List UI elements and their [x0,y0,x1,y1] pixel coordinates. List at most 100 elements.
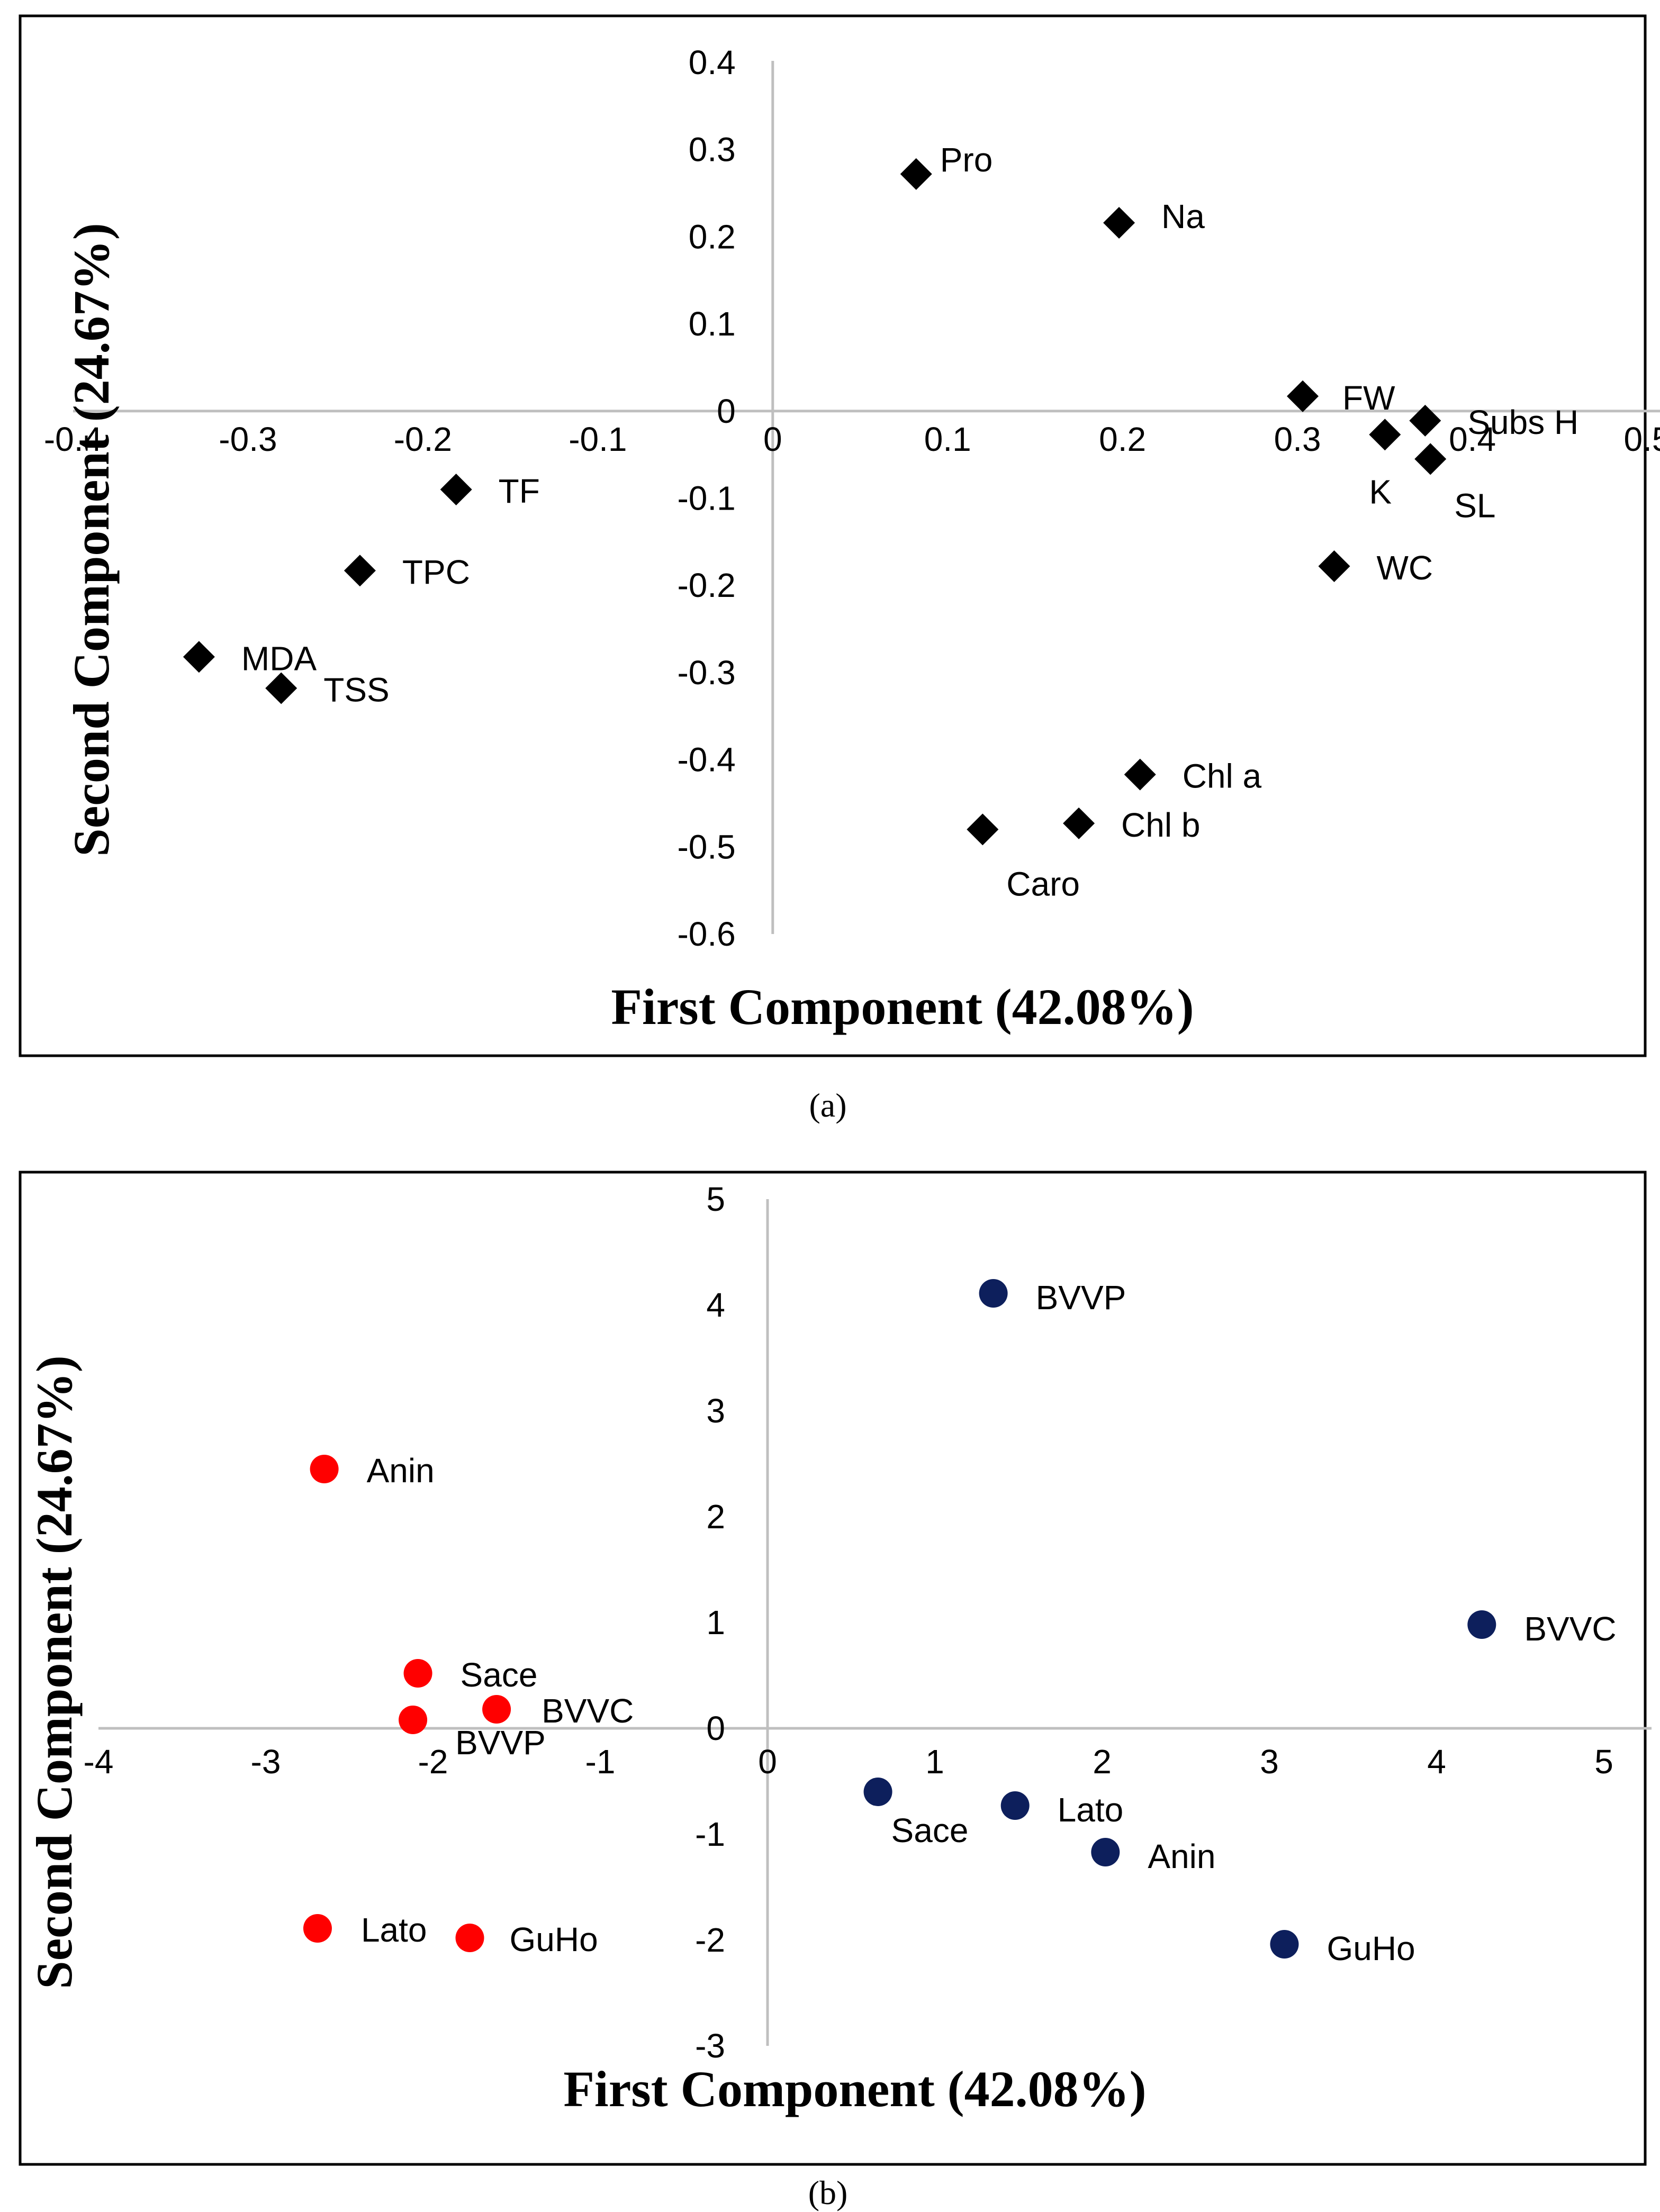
point-label-fw: FW [1342,379,1395,417]
b-x-tick-label: 2 [1093,1743,1112,1781]
a-y-tick-label: -0.5 [677,828,735,866]
b-x-tick-label: 5 [1594,1743,1613,1781]
data-point-subs-h [1409,404,1441,437]
data-point-chl-b [1063,807,1095,839]
data-point-mda [183,641,215,673]
b-x-tick-label: 0 [758,1743,777,1781]
point-label-bvvc: BVVC [542,1692,634,1730]
data-point-guho [455,1924,484,1952]
b-y-tick-label: 2 [706,1498,725,1536]
point-label-wc: WC [1377,549,1433,587]
point-label-na: Na [1161,197,1205,235]
panel-a-axes [73,61,1660,934]
a-y-tick-label: 0.4 [689,43,736,81]
panel-b-data-points [303,1279,1496,1959]
point-label-subs-h: Subs H [1467,403,1578,441]
point-label-guho: GuHo [1327,1929,1415,1968]
data-point-tss [265,672,297,704]
panel-a-tick-labels: -0.4 -0.3 -0.2 -0.1 0 0.1 0.2 0.3 0.4 0.5 0.4 0.3 0.… [44,43,1660,953]
data-point-tf [440,474,472,506]
point-label-lato: Lato [1058,1791,1124,1829]
panel-b-caption: (b) [808,2174,848,2211]
data-point-lato [1000,1791,1030,1820]
point-label-k: K [1369,473,1392,511]
point-label-pro: Pro [940,141,993,179]
panel-a-frame [19,14,1647,1057]
point-label-sace: Sace [891,1811,969,1850]
b-y-tick-label: 0 [706,1709,725,1747]
b-y-tick-label: 4 [706,1286,725,1324]
data-point-na [1103,207,1135,239]
a-x-tick-label: -0.4 [44,420,102,458]
point-label-sl: SL [1454,486,1495,524]
data-point-pro [900,158,932,190]
data-point-fw [1287,380,1319,412]
point-label-tpc: TPC [402,553,470,591]
point-label-mda: MDA [241,639,317,677]
data-point-k [1369,419,1401,451]
data-point-bvvp [979,1279,1008,1308]
point-label-lato: Lato [361,1911,427,1949]
a-y-tick-label: -0.6 [677,915,735,953]
data-point-lato [303,1914,332,1943]
b-y-tick-label: 3 [706,1392,725,1430]
b-x-tick-label: -1 [585,1743,616,1781]
panel-a-chart: -0.4 -0.3 -0.2 -0.1 0 0.1 0.2 0.3 0.4 0.5 0.4 0.3 0.… [19,14,1660,1057]
data-point-anin [310,1455,339,1483]
a-y-tick-label: 0.1 [689,305,736,343]
data-point-wc [1318,550,1350,582]
panel-b-axes [98,1199,1652,2046]
a-y-tick-label: -0.2 [677,566,735,604]
a-x-tick-label: 0.1 [924,420,971,458]
point-label-chl-a: Chl a [1183,757,1262,795]
a-y-tick-label: -0.1 [677,479,735,518]
panel-b-frame [19,1171,1647,2166]
a-x-tick-label: 0.5 [1624,420,1660,458]
a-y-tick-label: 0.3 [689,131,736,169]
data-point-bvvp [399,1706,428,1734]
a-x-tick-label: 0.3 [1274,420,1321,458]
panel-b-tick-labels: -4 -3 -2 -1 0 1 2 3 4 5 5 4 3 2 1 0 -1 -2 -3 [84,1180,1613,2065]
a-x-tick-label: -0.1 [569,420,627,458]
data-point-tpc [344,555,376,587]
b-x-tick-label: 1 [925,1743,944,1781]
b-y-tick-label: -2 [695,1921,725,1959]
point-label-anin: Anin [1148,1837,1215,1875]
a-x-tick-label: -0.3 [219,420,277,458]
point-label-tss: TSS [323,671,389,709]
point-label-caro: Caro [1006,865,1080,903]
b-y-tick-label: -1 [695,1815,725,1853]
panel-a-data-points [183,158,1447,846]
a-y-tick-label: 0 [717,392,736,430]
b-x-tick-label: 3 [1260,1743,1279,1781]
data-point-guho [1270,1930,1299,1959]
point-label-bvvp: BVVP [455,1724,546,1762]
data-point-bvvc [482,1695,511,1724]
panel-a-y-axis-title: Second Component (24.67%) [63,223,120,856]
point-label-chl-b: Chl b [1121,806,1200,844]
data-point-anin [1091,1838,1120,1866]
b-y-tick-label: 1 [706,1603,725,1642]
point-label-tf: TF [499,472,540,510]
data-point-bvvc [1467,1610,1496,1639]
a-y-tick-label: 0.2 [689,217,736,256]
b-x-tick-label: -3 [251,1743,281,1781]
data-point-sl [1414,443,1447,475]
point-label-guho: GuHo [510,1920,598,1959]
point-label-bvvp: BVVP [1036,1279,1126,1317]
a-x-tick-label: 0 [763,420,782,458]
a-x-tick-label: 0.4 [1449,420,1496,458]
data-point-caro [967,813,999,846]
b-x-tick-label: -2 [418,1743,448,1781]
data-point-chl-a [1124,758,1156,791]
data-point-sace [403,1659,432,1688]
b-y-tick-label: 5 [706,1180,725,1218]
panel-a-x-axis-title: First Component (42.08%) [611,978,1194,1035]
point-label-bvvc: BVVC [1524,1610,1616,1648]
point-label-anin: Anin [367,1452,435,1490]
a-x-tick-label: 0.2 [1099,420,1146,458]
